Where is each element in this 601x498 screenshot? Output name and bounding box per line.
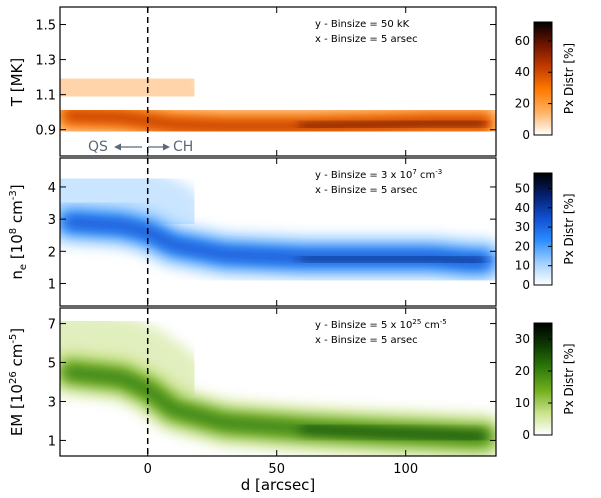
- ylabel-sub-e: e: [18, 264, 29, 270]
- panel-temperature: [60, 52, 496, 150]
- annotation-density: y - Binsize = 3 x 107 cm-3 x - Binsize =…: [315, 168, 442, 196]
- density-band: [60, 309, 204, 407]
- annotation-x-binsize: x - Binsize = 5 arsec: [315, 185, 418, 196]
- qs-arrowhead: [114, 143, 121, 151]
- colorbar-tick-label: 20: [515, 364, 530, 378]
- ylabel-rest: [10: [8, 234, 26, 264]
- annotation-x-binsize: x - Binsize = 5 arsec: [315, 34, 418, 45]
- annotation-unit: cm: [421, 320, 439, 331]
- ylabel-main: EM [10: [8, 384, 26, 436]
- y-tick-label: 0.9: [35, 124, 56, 139]
- annotation-unit-sup: -5: [440, 318, 447, 326]
- colorbar-tick-label: 50: [515, 181, 530, 195]
- y-tick-label: 1: [48, 434, 56, 449]
- x-tick-label: 0: [144, 462, 152, 477]
- ylabel-n: n: [8, 270, 26, 280]
- panel-frame: [59, 6, 497, 157]
- colorbar-tick-label: 40: [515, 201, 530, 215]
- density-band: [60, 159, 204, 243]
- colorbars: 0 20 40 60 Px Distr [%] 0 10 20 30 40 50 Px Distr […: [515, 21, 576, 442]
- panel-frame: [59, 157, 497, 307]
- density-band: [299, 119, 487, 130]
- colorbar-tick-label: 20: [515, 97, 530, 111]
- annotation-sup: 25: [412, 318, 421, 326]
- heatmap-density: [60, 159, 496, 284]
- y-tick-label: 5: [48, 357, 56, 372]
- colorbar-tick-label: 10: [515, 259, 530, 273]
- colorbar-tick-label: 0: [522, 278, 530, 292]
- colorbar-2: [533, 322, 553, 436]
- colorbar-tick-label: 10: [515, 396, 530, 410]
- annotation-x-binsize: x - Binsize = 5 arsec: [315, 335, 418, 346]
- ylabel-sup: 26: [8, 371, 19, 384]
- colorbar-tick-label: 0: [522, 128, 530, 142]
- annotation-y-binsize: y - Binsize = 50 kK: [315, 19, 410, 30]
- y-tick-label: 3: [48, 395, 56, 410]
- density-band: [60, 52, 204, 122]
- heatmap-emission-measure: [60, 309, 496, 456]
- y-tick-label: 1.1: [35, 89, 56, 104]
- qs-label: QS: [88, 139, 108, 155]
- xlabel: d [arcsec]: [241, 476, 316, 494]
- y-tick-label: 1: [48, 277, 56, 292]
- colorbar-label: Px Distr [%]: [562, 343, 576, 414]
- colorbar-1: [533, 172, 553, 286]
- ch-label: CH: [173, 139, 193, 155]
- y-tick-label: 2: [48, 245, 56, 260]
- annotation-temperature: y - Binsize = 50 kK x - Binsize = 5 arse…: [315, 19, 418, 45]
- colorbar-tick-label: 0: [522, 428, 530, 442]
- ylabel-sup2: -5: [8, 334, 19, 344]
- annotation-y-binsize: y - Binsize = 3 x 107 cm-3: [315, 168, 442, 181]
- panel-frame: [59, 307, 497, 457]
- colorbar-label: Px Distr [%]: [562, 43, 576, 114]
- qs-ch-indicator: QS CH: [88, 139, 193, 155]
- x-tick-label: 50: [268, 462, 285, 477]
- y-tick-label: 4: [48, 181, 56, 196]
- annotation-unit-sup: -3: [435, 168, 442, 176]
- ylabel-temperature: T [MK]: [8, 58, 26, 107]
- colorbar-0: [533, 21, 553, 136]
- panel-emission-measure: [60, 309, 496, 456]
- ylabel-sup2: -3: [8, 190, 19, 200]
- ch-arrowhead: [163, 143, 170, 151]
- ylabel-end: cm: [8, 200, 26, 228]
- density-band: [299, 254, 487, 265]
- annotation-unit: cm: [417, 170, 435, 181]
- colorbar-tick-label: 60: [515, 34, 530, 48]
- colorbar-tick-label: 20: [515, 239, 530, 253]
- y-tick-label: 3: [48, 213, 56, 228]
- panel-density: [60, 159, 496, 284]
- annotation-emission-measure: y - Binsize = 5 x 1025 cm-5 x - Binsize …: [315, 318, 447, 346]
- ylabel-sup: 8: [8, 228, 19, 234]
- colorbar-tick-label: 40: [515, 65, 530, 79]
- ylabel-emission-measure: EM [1026 cm-5]: [8, 328, 26, 436]
- annotation-sup: 7: [412, 168, 416, 176]
- y-tick-label: 7: [48, 318, 56, 333]
- colorbar-label: Px Distr [%]: [562, 193, 576, 264]
- annotation-y-binsize: y - Binsize = 5 x 1025 cm-5: [315, 318, 447, 331]
- axes-layer: 0.9 1.1 1.3 1.5 1 2 3 4 1 3 5 7 0 50 100: [35, 6, 497, 477]
- y-tick-label: 1.5: [35, 19, 56, 34]
- annotation-prefix: y - Binsize = 5 x 10: [315, 320, 412, 331]
- y-tick-label: 1.3: [35, 54, 56, 69]
- colorbar-tick-label: 30: [515, 332, 530, 346]
- ylabel-density: ne [108 cm-3]: [8, 184, 29, 279]
- ylabel-end: cm: [8, 344, 26, 372]
- annotation-prefix: y - Binsize = 3 x 10: [315, 170, 412, 181]
- ylabel-close: ]: [8, 328, 26, 334]
- heatmap-temperature: [60, 52, 496, 150]
- x-tick-label: 100: [393, 462, 418, 477]
- colorbar-tick-label: 30: [515, 220, 530, 234]
- ylabel-close: ]: [8, 184, 26, 190]
